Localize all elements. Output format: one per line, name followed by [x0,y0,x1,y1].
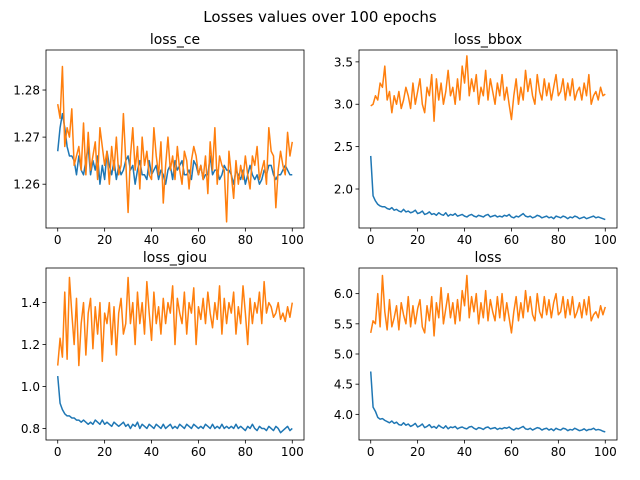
loss-bbox-x-tick-label: 40 [457,233,472,247]
loss-bbox-title: loss_bbox [454,32,522,48]
loss-bbox-x-tick-label: 0 [367,233,375,247]
loss-ce-title: loss_ce [150,32,200,48]
loss-giou-y-tick-label: 1.2 [21,338,40,352]
loss-ce-x-tick-label: 0 [54,233,62,247]
loss-series-1-line [369,371,606,433]
loss-title: loss [474,250,501,266]
subplot-loss-ce: 0 20 40 60 80 100 1.26 1.27 1.28 loss_ce [13,32,305,247]
loss-bbox-series-1-line [369,155,606,221]
loss-giou-title: loss_giou [143,250,207,266]
loss-ce-x-tick-label: 60 [191,233,206,247]
loss-giou-x-tick-label: 100 [281,445,304,459]
loss-ce-x-tick-label: 20 [97,233,112,247]
loss-bbox-series-2-line [370,55,606,122]
loss-giou-y-tick-label: 1.0 [21,380,40,394]
loss-giou-y-tick-label: 0.8 [21,422,40,436]
loss-ce-y-tick-label: 1.27 [13,131,40,145]
loss-x-tick-label: 100 [594,445,617,459]
loss-y-tick-label: 4.0 [334,408,353,422]
loss-ce-y-tick-label: 1.26 [13,178,40,192]
loss-ce-x-tick-label: 40 [144,233,159,247]
loss-x-tick-label: 20 [410,445,425,459]
loss-bbox-y-tick-label: 2.0 [334,183,353,197]
loss-x-tick-label: 40 [457,445,472,459]
figure-suptitle: Losses values over 100 epochs [203,8,437,26]
loss-bbox-x-tick-label: 60 [504,233,519,247]
subplot-loss-giou: 0 20 40 60 80 100 0.8 1.0 1.2 1.4 loss_giou [21,250,305,459]
loss-giou-series-1-line [56,375,293,434]
loss-y-tick-label: 6.0 [334,287,353,301]
loss-giou-x-tick-label: 0 [54,445,62,459]
loss-bbox-y-tick-label: 3.0 [334,98,353,112]
loss-axes-frame [358,267,618,441]
loss-giou-x-tick-label: 20 [97,445,112,459]
loss-ce-x-tick-label: 100 [281,233,304,247]
loss-y-tick-label: 4.5 [334,378,353,392]
subplot-loss-bbox: 0 20 40 60 80 100 2.0 2.5 3.0 3.5 loss_bbox [334,32,618,247]
loss-giou-x-tick-label: 60 [191,445,206,459]
loss-giou-axes-frame [45,267,305,441]
loss-ce-y-tick-label: 1.28 [13,84,40,98]
subplot-loss: 0 20 40 60 80 100 4.0 4.5 5.0 5.5 6.0 loss [334,250,618,459]
loss-bbox-x-tick-label: 100 [594,233,617,247]
loss-x-tick-label: 80 [551,445,566,459]
loss-series-2-line [369,274,606,337]
loss-ce-x-tick-label: 80 [238,233,253,247]
loss-y-tick-label: 5.0 [334,348,353,362]
loss-giou-series-2-line [56,276,294,367]
loss-x-tick-label: 60 [504,445,519,459]
loss-giou-x-tick-label: 80 [238,445,253,459]
loss-giou-x-tick-label: 40 [144,445,159,459]
loss-bbox-y-tick-label: 2.5 [334,140,353,154]
loss-x-tick-label: 0 [367,445,375,459]
loss-y-tick-label: 5.5 [334,317,353,331]
loss-bbox-y-tick-label: 3.5 [334,55,353,69]
loss-ce-series-2-line [56,65,294,223]
loss-bbox-x-tick-label: 80 [551,233,566,247]
loss-bbox-axes-frame [358,49,618,229]
loss-giou-y-tick-label: 1.4 [21,296,40,310]
loss-ce-axes-frame [45,49,305,229]
loss-bbox-x-tick-label: 20 [410,233,425,247]
